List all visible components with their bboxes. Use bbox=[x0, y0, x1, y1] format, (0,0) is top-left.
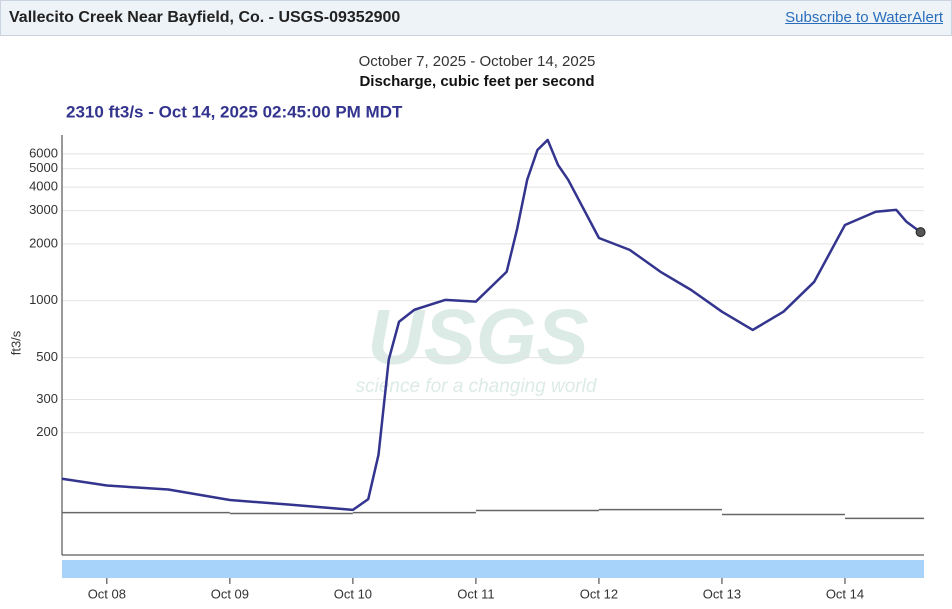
y-tick-label: 4000 bbox=[29, 179, 58, 194]
readout: 2310 ft3/s - Oct 14, 2025 02:45:00 PM MD… bbox=[66, 102, 403, 121]
x-tick-label: Oct 08 bbox=[88, 586, 126, 601]
current-point bbox=[915, 227, 926, 238]
chart: October 7, 2025 - October 14, 2025 Disch… bbox=[8, 53, 926, 601]
site-title: Vallecito Creek Near Bayfield, Co. - USG… bbox=[9, 9, 401, 26]
x-tick-label: Oct 12 bbox=[580, 586, 618, 601]
header: Vallecito Creek Near Bayfield, Co. - USG… bbox=[0, 0, 952, 36]
y-axis-label: ft3/s bbox=[8, 330, 23, 355]
y-tick-label: 5000 bbox=[29, 160, 58, 175]
x-tick-label: Oct 09 bbox=[211, 586, 249, 601]
y-tick-label: 500 bbox=[36, 349, 58, 364]
x-tick-label: Oct 13 bbox=[703, 586, 741, 601]
y-tick-label: 200 bbox=[36, 424, 58, 439]
x-tick-label: Oct 10 bbox=[334, 586, 372, 601]
y-tick-label: 2000 bbox=[29, 235, 58, 250]
subscribe-link[interactable]: Subscribe to WaterAlert bbox=[785, 9, 943, 26]
y-tick-label: 6000 bbox=[29, 145, 58, 160]
chart-title: October 7, 2025 - October 14, 2025 bbox=[359, 53, 596, 70]
x-tick-label: Oct 14 bbox=[826, 586, 864, 601]
brush-band bbox=[62, 560, 924, 578]
y-tick-label: 1000 bbox=[29, 292, 58, 307]
y-tick-label: 300 bbox=[36, 391, 58, 406]
discharge-line bbox=[61, 138, 922, 512]
chart-subtitle: Discharge, cubic feet per second bbox=[359, 73, 594, 90]
watermark-tagline: science for a changing world bbox=[356, 376, 598, 397]
y-tick-label: 3000 bbox=[29, 202, 58, 217]
watermark-logo: USGS bbox=[367, 293, 588, 381]
x-tick-label: Oct 11 bbox=[457, 586, 494, 601]
